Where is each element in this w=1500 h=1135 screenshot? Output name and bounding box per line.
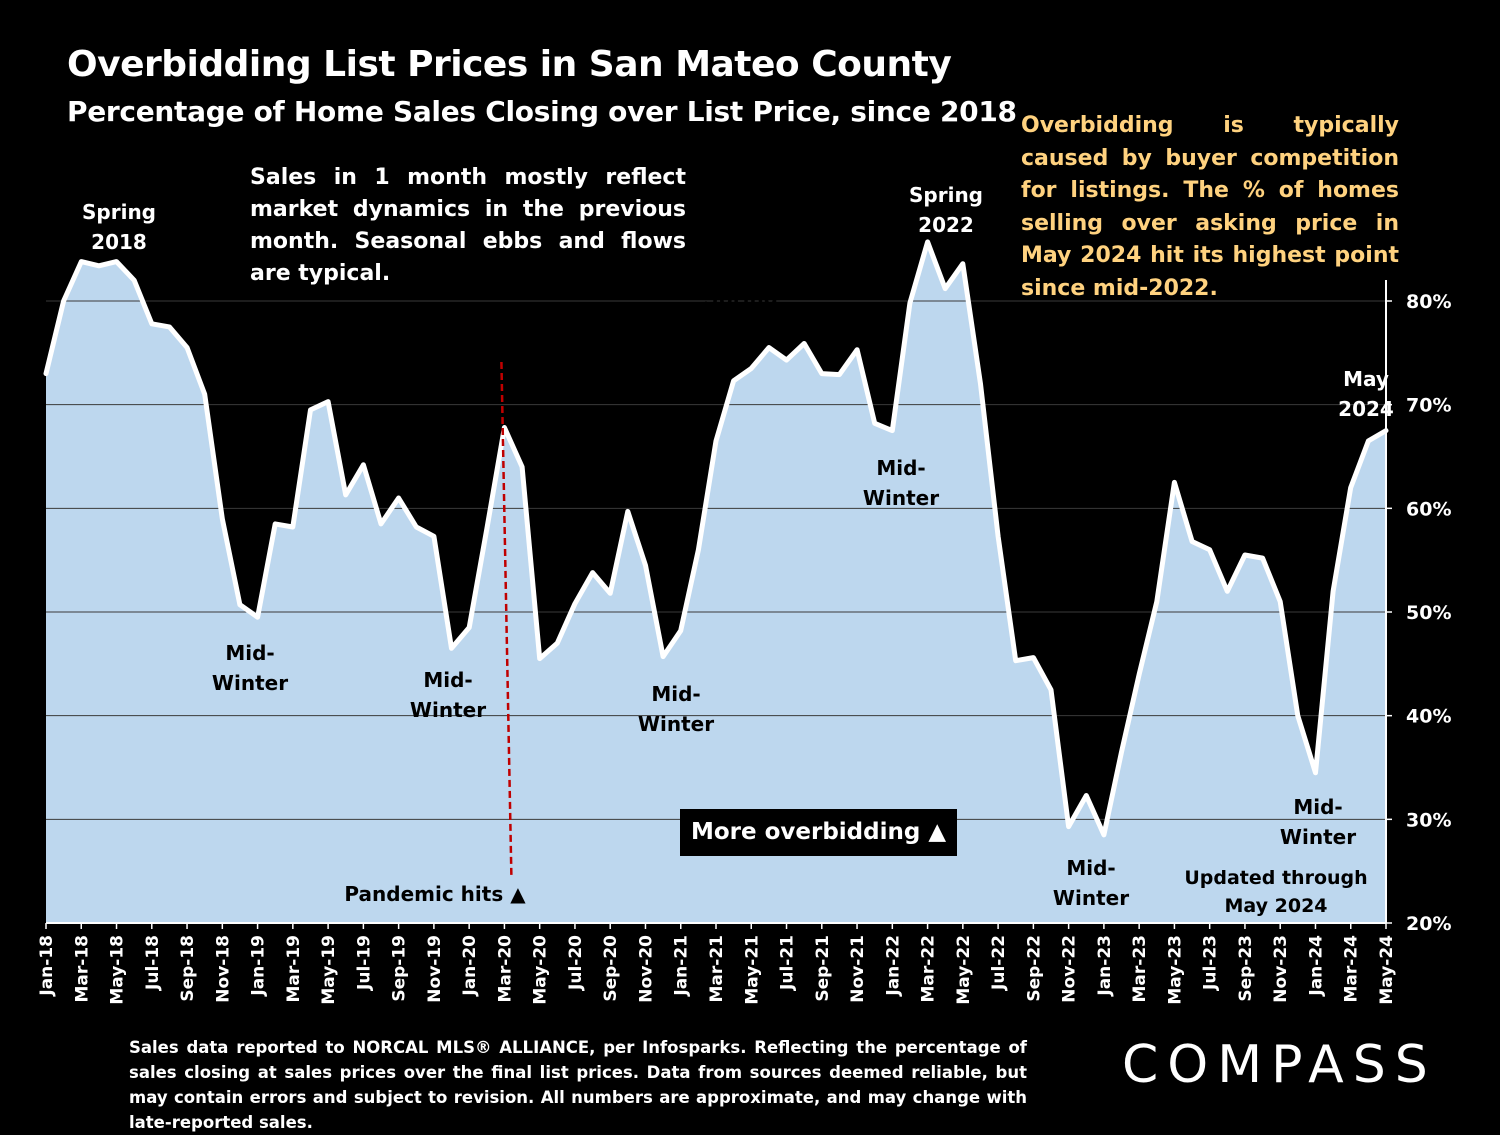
x-tick-label: Sep-18 bbox=[178, 935, 198, 1002]
x-tick-label: May-18 bbox=[108, 935, 128, 1005]
y-tick-label: 30% bbox=[1406, 809, 1451, 831]
annotation-label: Spring bbox=[909, 183, 983, 207]
x-tick-label: Jul-23 bbox=[1201, 935, 1221, 991]
x-tick-label: Jan-21 bbox=[672, 935, 692, 997]
x-tick-label: May-24 bbox=[1377, 935, 1397, 1005]
annotations: Spring 2018 Mid- Winter Spring 2019 Mid- Winter… bbox=[82, 183, 1394, 910]
x-tick-label: May-20 bbox=[531, 935, 551, 1005]
annotation-label: May bbox=[1343, 367, 1389, 391]
x-tick-label: Mar-18 bbox=[72, 935, 92, 1003]
chart-subtitle: Percentage of Home Sales Closing over Li… bbox=[67, 95, 1017, 128]
more-overbidding-callout: More overbidding ▲ bbox=[680, 809, 957, 856]
x-tick-label: Mar-24 bbox=[1342, 935, 1362, 1003]
x-tick-label: May-23 bbox=[1165, 935, 1185, 1005]
series-line bbox=[43, 239, 1389, 838]
x-tick-label: Jul-22 bbox=[989, 935, 1009, 991]
annotation-label: Winter bbox=[863, 486, 939, 510]
x-tick-label: Jul-18 bbox=[143, 935, 163, 991]
x-tick-label: Nov-19 bbox=[425, 935, 445, 1003]
x-tick-label: Mar-21 bbox=[707, 935, 727, 1003]
x-tick-label: May-22 bbox=[954, 935, 974, 1005]
annotation-label: 2019 bbox=[305, 370, 361, 394]
annotation-label: Fall bbox=[614, 450, 654, 474]
annotation-label: 2024 bbox=[1338, 397, 1394, 421]
annotation-label: Mid- bbox=[1293, 795, 1342, 819]
x-tick-label: May-21 bbox=[742, 935, 762, 1005]
updated-note-line: May 2024 bbox=[1224, 895, 1327, 917]
x-tick-label: Jan-24 bbox=[1306, 935, 1326, 997]
annotation-label: Winter bbox=[1053, 886, 1129, 910]
x-tick-label: Nov-18 bbox=[213, 935, 233, 1003]
x-tick-label: Jul-19 bbox=[354, 935, 374, 991]
annotation-label: 2018 bbox=[91, 230, 147, 254]
x-tick-label: Sep-21 bbox=[813, 935, 833, 1002]
annotation-label: Spring bbox=[704, 286, 778, 310]
annotation-label: May bbox=[1151, 416, 1197, 440]
x-tick-label: Mar-23 bbox=[1130, 935, 1150, 1003]
updated-note-line: Updated through bbox=[1184, 867, 1367, 889]
x-ticks: Jan-18 Mar-18 May-18 Jul-18 Sep-18 Nov-18 Jan-… bbox=[37, 923, 1397, 1005]
annotation-label: Winter bbox=[1280, 825, 1356, 849]
y-ticks: 20% 30% 40% 50% 60% 70% 80% bbox=[1386, 291, 1451, 935]
x-tick-label: Jan-23 bbox=[1095, 935, 1115, 997]
x-tick-label: Mar-19 bbox=[284, 935, 304, 1003]
annotation-label: Winter bbox=[212, 671, 288, 695]
annotation-label: 2020 bbox=[606, 480, 662, 504]
annotation-label: Mid- bbox=[651, 682, 700, 706]
compass-logo: COMPASS bbox=[1122, 1035, 1437, 1095]
annotation-label: Mid- bbox=[423, 668, 472, 692]
updated-note: Updated through May 2024 bbox=[1184, 867, 1367, 917]
annotation-label: 2021 bbox=[713, 316, 769, 340]
x-tick-label: Jul-21 bbox=[778, 935, 798, 991]
x-tick-label: Jan-22 bbox=[883, 935, 903, 997]
x-tick-label: Sep-19 bbox=[390, 935, 410, 1002]
x-tick-label: Sep-22 bbox=[1024, 935, 1044, 1002]
x-tick-label: May-19 bbox=[319, 935, 339, 1005]
x-tick-label: Nov-22 bbox=[1060, 935, 1080, 1003]
annotation-label: Spring bbox=[82, 200, 156, 224]
chart-title: Overbidding List Prices in San Mateo Cou… bbox=[67, 44, 952, 85]
x-tick-label: Mar-20 bbox=[495, 935, 515, 1003]
x-tick-label: Nov-20 bbox=[636, 935, 656, 1003]
y-tick-label: 50% bbox=[1406, 602, 1451, 624]
annotation-label: 2023 bbox=[1146, 446, 1202, 470]
pandemic-label: Pandemic hits ▲ bbox=[344, 882, 526, 906]
x-tick-label: Sep-23 bbox=[1236, 935, 1256, 1002]
x-tick-label: Mar-22 bbox=[919, 935, 939, 1003]
annotation-label: Winter bbox=[410, 698, 486, 722]
y-tick-label: 80% bbox=[1406, 291, 1451, 313]
annotation-label: Spring bbox=[296, 340, 370, 364]
y-tick-label: 60% bbox=[1406, 498, 1451, 520]
footer-source-note: Sales data reported to NORCAL MLS® ALLIA… bbox=[129, 1038, 1027, 1132]
gridlines-over bbox=[46, 300, 1386, 820]
y-tick-label: 70% bbox=[1406, 395, 1451, 417]
y-tick-label: 20% bbox=[1406, 913, 1451, 935]
note-right: Overbidding is typically caused by buyer… bbox=[1021, 113, 1399, 301]
x-tick-label: Sep-20 bbox=[601, 935, 621, 1002]
annotation-label: 2022 bbox=[918, 213, 974, 237]
x-tick-label: Nov-21 bbox=[848, 935, 868, 1003]
x-tick-label: Jan-18 bbox=[37, 935, 57, 997]
x-tick-label: Jul-20 bbox=[566, 935, 586, 991]
x-tick-label: Jan-20 bbox=[460, 935, 480, 997]
annotation-label: Winter bbox=[638, 712, 714, 736]
y-tick-label: 40% bbox=[1406, 706, 1451, 728]
x-tick-label: Nov-23 bbox=[1271, 935, 1291, 1003]
x-tick-label: Jan-19 bbox=[249, 935, 269, 997]
annotation-label: Mid- bbox=[225, 641, 274, 665]
note-left: Sales in 1 month mostly reflect market d… bbox=[250, 165, 686, 286]
pandemic-marker-line bbox=[500, 361, 513, 879]
annotation-label: Mid- bbox=[876, 456, 925, 480]
annotation-label: Mid- bbox=[1066, 856, 1115, 880]
area-fill bbox=[46, 241, 1386, 923]
